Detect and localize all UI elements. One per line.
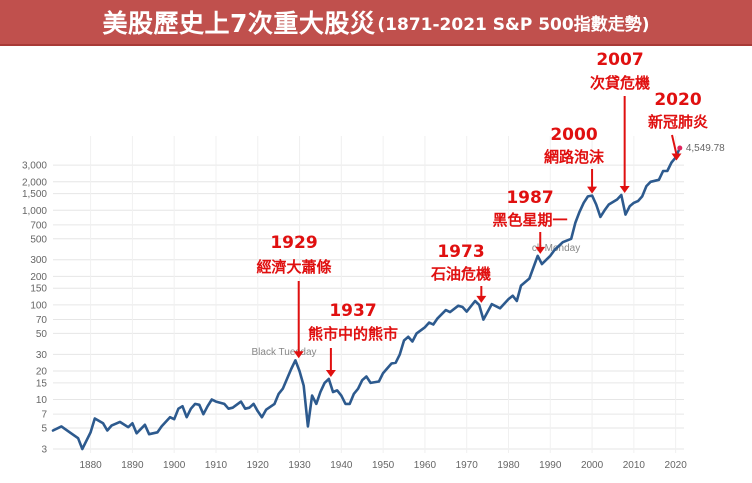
y-tick-label: 10 bbox=[36, 395, 48, 406]
x-tick-label: 1980 bbox=[497, 460, 520, 471]
y-tick-label: 30 bbox=[36, 350, 48, 361]
x-tick-label: 2020 bbox=[665, 460, 688, 471]
annotation-year: 1987 bbox=[506, 188, 553, 208]
x-tick-label: 1990 bbox=[539, 460, 562, 471]
annotation-year: 1973 bbox=[437, 242, 484, 262]
annotation-label: 網路泡沫 bbox=[544, 148, 605, 166]
annotation-year: 1929 bbox=[270, 233, 317, 253]
y-tick-label: 3,000 bbox=[22, 161, 47, 172]
y-tick-label: 70 bbox=[36, 315, 48, 326]
x-tick-label: 1920 bbox=[247, 460, 270, 471]
annotation-label: 經濟大蕭條 bbox=[256, 258, 332, 276]
x-tick-label: 2010 bbox=[623, 460, 646, 471]
y-tick-label: 700 bbox=[30, 220, 47, 231]
y-tick-label: 2,000 bbox=[22, 177, 47, 188]
chart-subtitle: (1871-2021 S&P 500指數走勢) bbox=[377, 14, 650, 35]
y-tick-label: 300 bbox=[30, 255, 47, 266]
annotation-year: 2007 bbox=[596, 50, 643, 70]
y-tick-label: 50 bbox=[36, 329, 48, 340]
sp500-series-line bbox=[51, 146, 682, 451]
y-tick-label: 5 bbox=[41, 424, 47, 435]
x-tick-label: 1940 bbox=[330, 460, 353, 471]
y-tick-label: 500 bbox=[30, 234, 47, 245]
y-tick-label: 7 bbox=[41, 410, 47, 421]
annotation-arrow-head bbox=[476, 295, 487, 303]
annotation-year: 1937 bbox=[329, 301, 376, 321]
annotation-label: 黑色星期一 bbox=[492, 211, 567, 229]
x-tick-label: 1890 bbox=[121, 460, 144, 471]
annotation-year: 2000 bbox=[550, 125, 597, 145]
last-value-dot bbox=[677, 145, 683, 151]
y-tick-label: 100 bbox=[30, 300, 47, 311]
annotation-label: 新冠肺炎 bbox=[648, 113, 708, 131]
annotation-arrow-head bbox=[293, 351, 304, 359]
annotation-arrow-head bbox=[619, 185, 630, 193]
annotation-arrow-head bbox=[587, 186, 598, 194]
x-tick-label: 1910 bbox=[205, 460, 228, 471]
title-banner: 美股歷史上7次重大股災 (1871-2021 S&P 500指數走勢) bbox=[0, 0, 752, 46]
y-tick-label: 200 bbox=[30, 272, 47, 283]
y-tick-label: 15 bbox=[36, 378, 48, 389]
annotation-label: 次貸危機 bbox=[590, 74, 650, 92]
annotation-arrow-head bbox=[535, 246, 546, 254]
y-tick-label: 1,000 bbox=[22, 206, 47, 217]
annotation-label: 石油危機 bbox=[430, 265, 491, 283]
annotation-year: 2020 bbox=[654, 90, 701, 110]
chart-title: 美股歷史上7次重大股災 bbox=[102, 9, 376, 38]
x-tick-label: 1930 bbox=[288, 460, 311, 471]
annotation-arrow-head bbox=[671, 153, 682, 161]
y-tick-label: 20 bbox=[36, 367, 48, 378]
y-tick-label: 3 bbox=[41, 445, 47, 456]
annotation-arrow-shaft bbox=[671, 134, 678, 155]
x-tick-label: 1900 bbox=[163, 460, 186, 471]
x-tick-label: 2000 bbox=[581, 460, 604, 471]
last-value-label: 4,549.78 bbox=[686, 143, 725, 154]
x-tick-label: 1960 bbox=[414, 460, 437, 471]
x-tick-label: 1970 bbox=[456, 460, 479, 471]
annotation-arrow-head bbox=[325, 369, 336, 377]
faint-event-label: Black Tuesday bbox=[251, 347, 316, 358]
x-tick-label: 1880 bbox=[79, 460, 102, 471]
x-tick-label: 1950 bbox=[372, 460, 395, 471]
y-tick-label: 150 bbox=[30, 284, 47, 295]
annotation-label: 熊市中的熊市 bbox=[308, 325, 398, 343]
y-tick-label: 1,500 bbox=[22, 189, 47, 200]
